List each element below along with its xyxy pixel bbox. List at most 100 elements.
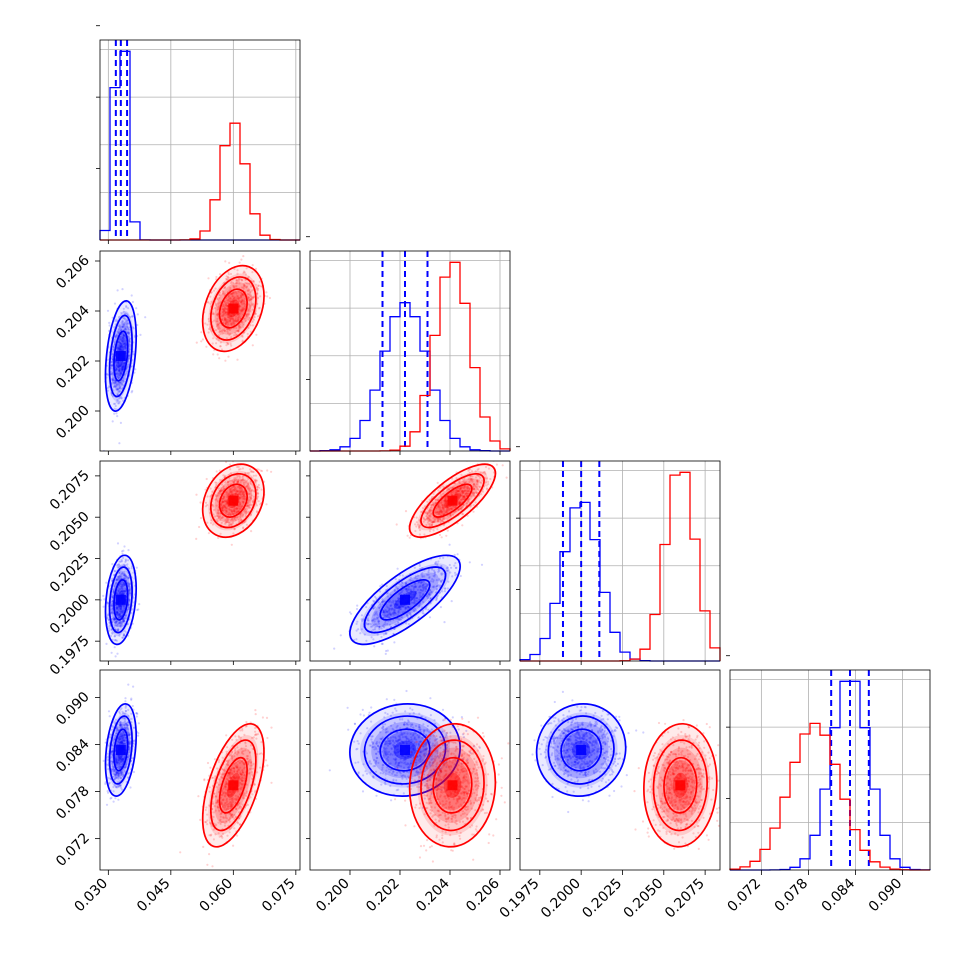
scatter-point: [127, 606, 131, 609]
scatter-point: [406, 534, 409, 537]
scatter-point: [120, 621, 123, 624]
scatter-point: [100, 599, 102, 602]
scatter-point: [110, 607, 113, 610]
scatter-point: [215, 342, 218, 345]
scatter-point: [119, 349, 122, 352]
scatter-point: [117, 605, 120, 608]
scatter-point: [118, 604, 121, 607]
scatter-point: [235, 282, 238, 285]
scatter-point: [118, 402, 121, 405]
scatter-point: [119, 326, 122, 329]
scatter-point: [240, 292, 243, 295]
scatter-point: [111, 353, 114, 356]
scatter-point: [111, 381, 114, 384]
scatter-point: [122, 589, 125, 592]
scatter-point: [244, 278, 247, 282]
scatter-point: [118, 397, 121, 400]
scatter-point: [237, 329, 240, 332]
scatter-point: [114, 621, 117, 624]
scatter-point: [123, 591, 126, 595]
scatter-point: [120, 337, 123, 340]
scatter-point: [255, 283, 258, 286]
scatter-point: [251, 324, 254, 327]
panel-content: [100, 461, 273, 658]
scatter-point: [115, 619, 118, 623]
scatter-point: [239, 309, 242, 312]
scatter-point: [113, 624, 116, 627]
scatter-point: [232, 285, 235, 288]
scatter-point: [256, 287, 259, 290]
scatter-point: [240, 300, 243, 304]
scatter-point: [235, 330, 238, 333]
scatter-point: [220, 503, 223, 506]
scatter-point: [221, 290, 225, 293]
scatter-point: [118, 605, 121, 608]
scatter-point: [199, 501, 202, 504]
scatter-point: [251, 271, 254, 274]
scatter-point: [224, 307, 227, 310]
scatter-point: [138, 603, 141, 606]
scatter-point: [120, 590, 124, 593]
scatter-point: [219, 332, 222, 335]
scatter-point: [240, 519, 243, 522]
scatter-point: [238, 305, 241, 308]
scatter-point: [445, 534, 448, 537]
scatter-point: [119, 382, 122, 385]
scatter-point: [122, 364, 125, 367]
scatter-point: [216, 323, 219, 326]
scatter-point: [235, 298, 238, 302]
scatter-point: [122, 589, 125, 593]
scatter-point: [222, 308, 225, 311]
scatter-point: [115, 388, 118, 391]
scatter-point: [118, 591, 121, 594]
scatter-point: [243, 305, 246, 308]
scatter-point: [231, 300, 234, 303]
scatter-point: [122, 346, 125, 349]
scatter-point: [123, 634, 126, 637]
scatter-point: [117, 629, 120, 633]
scatter-point: [124, 347, 127, 350]
scatter-point: [240, 301, 243, 304]
scatter-point: [230, 313, 233, 316]
scatter-point: [114, 617, 117, 621]
scatter-point: [220, 315, 223, 318]
scatter-point: [237, 308, 240, 311]
scatter-point: [126, 576, 129, 579]
scatter-point: [199, 517, 203, 520]
scatter-point: [115, 605, 119, 608]
scatter-point: [113, 618, 116, 621]
scatter-point: [249, 284, 252, 287]
scatter-point: [130, 611, 133, 615]
scatter-point: [121, 636, 124, 639]
scatter-point: [139, 333, 142, 336]
scatter-point: [225, 277, 228, 280]
scatter-point: [223, 308, 226, 311]
scatter-point: [116, 361, 119, 364]
scatter-point: [225, 307, 228, 310]
scatter-point: [118, 613, 121, 616]
scatter-point: [200, 340, 203, 343]
scatter-point: [121, 610, 124, 614]
scatter-point: [120, 369, 123, 372]
scatter-point: [114, 380, 117, 383]
scatter-point: [232, 299, 235, 302]
scatter-point: [245, 510, 248, 513]
scatter-point: [119, 574, 122, 577]
scatter-point: [217, 325, 220, 329]
scatter-point: [114, 385, 117, 388]
scatter-point: [121, 560, 124, 563]
scatter-point: [217, 536, 220, 540]
scatter-point: [128, 582, 131, 586]
scatter-point: [227, 342, 230, 345]
scatter-point: [119, 342, 122, 345]
scatter-point: [236, 295, 240, 298]
scatter-point: [205, 477, 208, 481]
scatter-point: [209, 302, 212, 305]
scatter-point: [210, 291, 213, 294]
scatter-point: [224, 311, 228, 314]
scatter-point: [122, 604, 126, 607]
scatter-point: [208, 327, 211, 331]
scatter-point: [119, 621, 122, 625]
scatter-point: [123, 576, 126, 580]
scatter-point: [226, 308, 229, 311]
